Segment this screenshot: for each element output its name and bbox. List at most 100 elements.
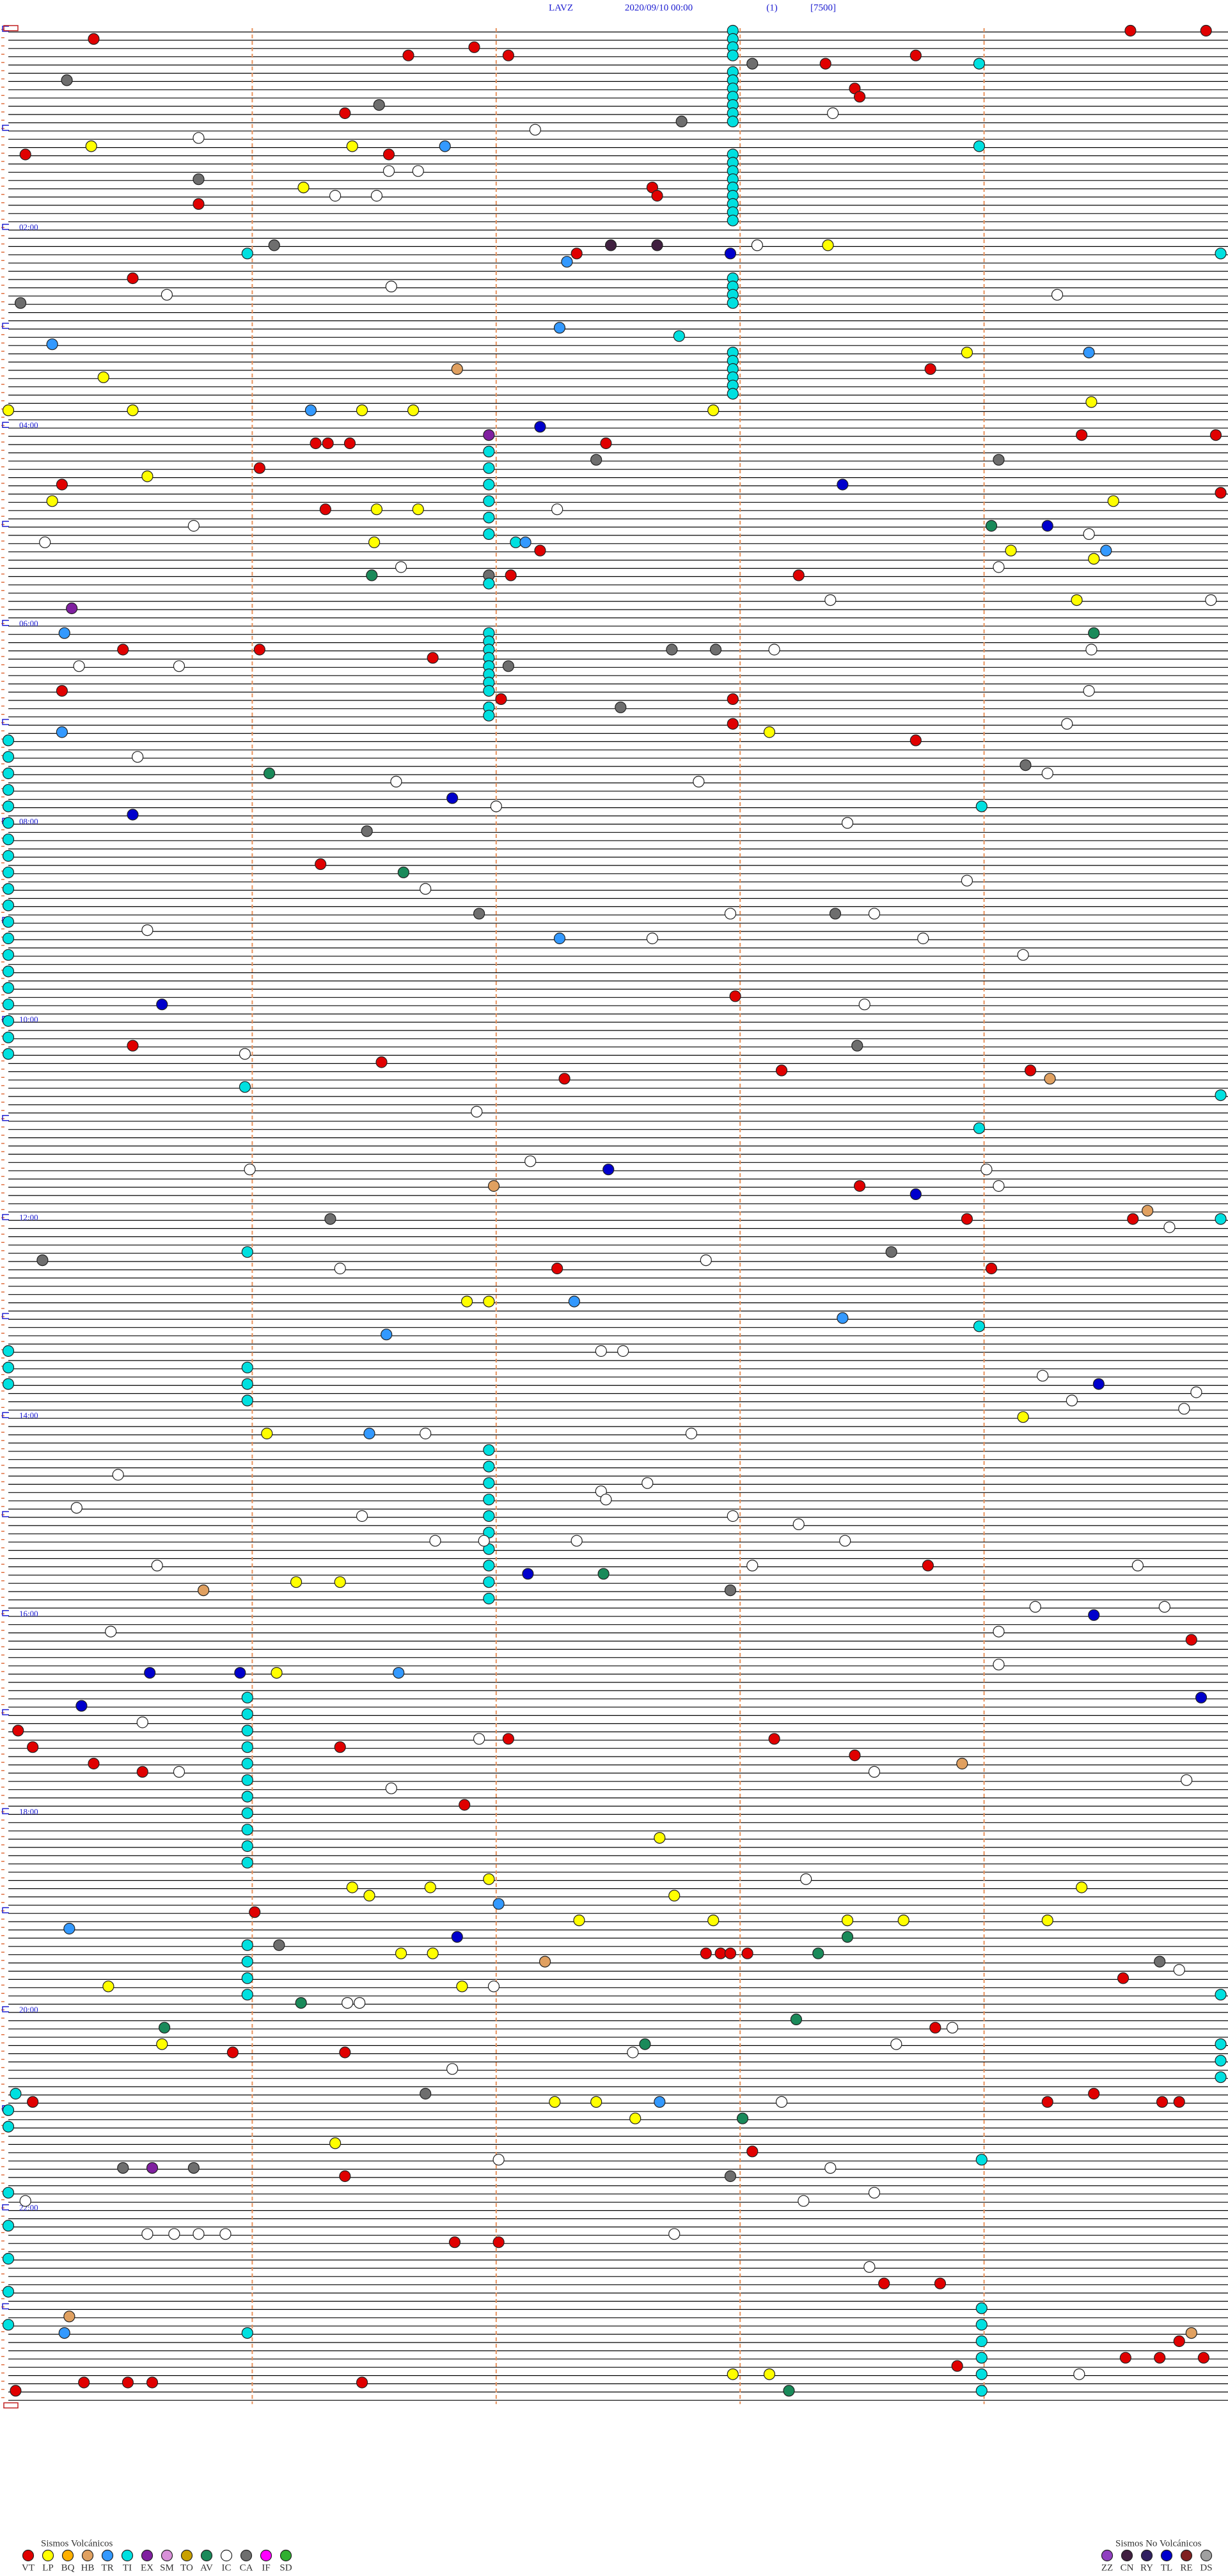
event-marker (356, 1510, 368, 1522)
event-marker (102, 1980, 114, 1993)
event-marker (792, 569, 805, 581)
legend-marker (180, 2549, 193, 2562)
event-marker (841, 817, 854, 829)
event-marker (1117, 1972, 1130, 1984)
event-marker (241, 1395, 253, 1407)
event-marker (234, 1667, 246, 1679)
event-marker (141, 470, 154, 482)
legend-marker (1140, 2549, 1153, 2562)
event-marker (10, 2385, 22, 2397)
event-marker (922, 1560, 934, 1572)
event-marker (478, 1535, 490, 1547)
event-marker (693, 775, 705, 788)
hour-label: 10:00 (19, 1015, 38, 1024)
event-marker (654, 1832, 666, 1844)
event-marker (1088, 2087, 1100, 2100)
event-marker (2, 1015, 15, 1027)
event-marker (1076, 1881, 1088, 1893)
event-marker (356, 2376, 368, 2389)
event-marker (27, 2096, 39, 2108)
event-marker (193, 2228, 205, 2240)
event-marker (1017, 949, 1029, 961)
event-marker (539, 1956, 551, 1968)
event-marker (973, 1122, 986, 1134)
event-marker (727, 388, 739, 400)
event-marker (1197, 2351, 1209, 2364)
event-marker (187, 2162, 200, 2174)
event-marker (492, 2236, 505, 2248)
event-marker (2, 784, 15, 796)
event-marker (483, 445, 495, 458)
event-marker (1173, 2335, 1185, 2348)
legend-code: SM (160, 2563, 174, 2573)
event-marker (295, 1997, 307, 2009)
event-marker (2, 1361, 15, 1373)
event-marker (193, 198, 205, 210)
event-marker (363, 1890, 375, 1902)
event-marker (909, 734, 922, 747)
event-marker (2, 849, 15, 862)
event-marker (483, 528, 495, 541)
hour-bracket (2, 1907, 9, 1913)
hour-bracket (2, 223, 9, 230)
event-marker (471, 1105, 483, 1118)
event-marker (571, 248, 583, 260)
event-marker (975, 2319, 988, 2331)
event-marker (385, 1782, 397, 1794)
event-marker (1051, 288, 1064, 301)
event-marker (724, 2170, 737, 2183)
event-marker (2, 817, 15, 829)
event-marker (961, 346, 973, 359)
event-marker (161, 288, 173, 301)
legend-code: IC (222, 2563, 232, 2573)
event-marker (187, 519, 200, 532)
event-marker (573, 1915, 585, 1927)
hour-bracket (2, 322, 9, 329)
event-marker (241, 1790, 253, 1803)
hour-bracket (2, 422, 9, 428)
event-marker (1100, 544, 1112, 557)
event-marker (343, 437, 356, 450)
legend-marker (1180, 2549, 1193, 2562)
event-marker (393, 1667, 405, 1679)
event-marker (468, 41, 480, 53)
event-marker (1215, 2038, 1227, 2050)
event-marker (604, 239, 617, 251)
legend-marker (260, 2549, 272, 2562)
legend-marker (220, 2549, 233, 2562)
event-marker (668, 1890, 681, 1902)
event-marker (2, 866, 15, 878)
event-marker (492, 1898, 505, 1910)
hour-bracket (2, 2303, 9, 2310)
event-marker (1076, 429, 1088, 441)
event-marker (602, 1164, 615, 1176)
event-marker (151, 1560, 163, 1572)
event-marker (460, 1295, 473, 1308)
event-marker (2, 965, 15, 977)
event-marker (483, 478, 495, 491)
hour-label: 04:00 (19, 420, 38, 430)
event-marker (241, 1824, 253, 1836)
event-marker (156, 999, 168, 1011)
event-marker (961, 1213, 973, 1225)
hour-label: 12:00 (19, 1213, 38, 1222)
event-marker (241, 1691, 253, 1703)
event-marker (1005, 544, 1017, 557)
event-marker (427, 1947, 439, 1959)
event-marker (12, 1725, 24, 1737)
event-marker (241, 1956, 253, 1968)
event-marker (1154, 2351, 1166, 2364)
event-marker (568, 1295, 580, 1308)
event-marker (1088, 1609, 1100, 1621)
event-marker (173, 660, 185, 672)
event-marker (961, 874, 973, 887)
legend-marker (22, 2549, 35, 2562)
event-marker (322, 437, 334, 450)
legend-code: CA (240, 2563, 253, 2573)
event-marker (239, 1048, 251, 1060)
event-marker (395, 561, 407, 573)
hour-label: 20:00 (19, 2005, 38, 2014)
legend-code: AV (200, 2563, 213, 2573)
event-marker (241, 1774, 253, 1786)
